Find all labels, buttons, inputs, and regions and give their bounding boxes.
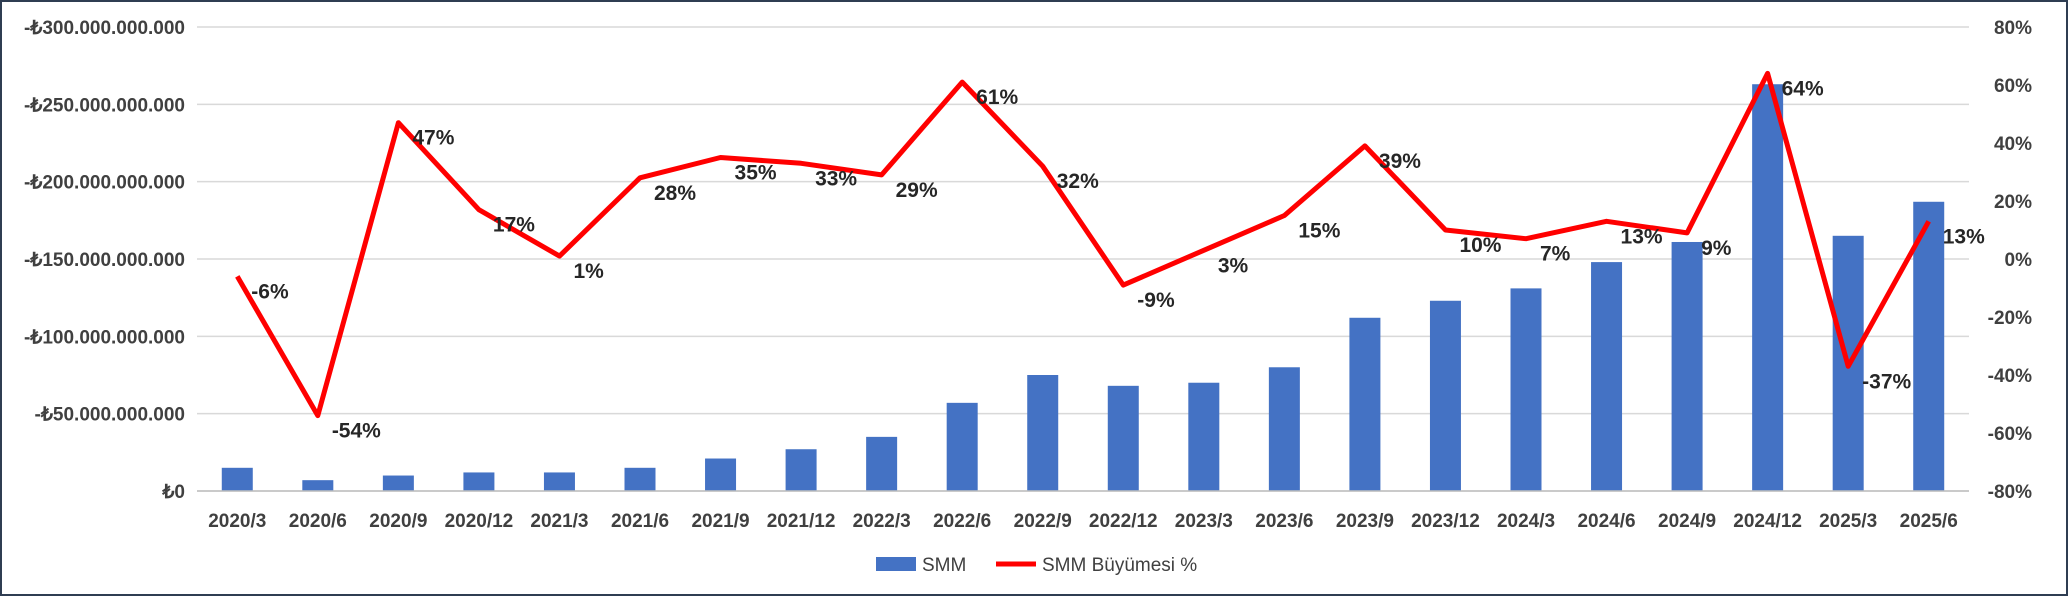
- growth-data-label: -6%: [251, 280, 289, 303]
- growth-data-label: 35%: [735, 162, 777, 185]
- legend: SMM SMM Büyümesi %: [876, 555, 1197, 576]
- bar: [1027, 375, 1059, 491]
- line-data-labels: -6% -54% 47% 17% 1% 28% 35% 33% 29% 61% 32% -9% 3% 15…: [251, 77, 1985, 442]
- right-tick-label: 40%: [1994, 134, 2032, 155]
- growth-data-label: 3%: [1218, 254, 1249, 277]
- right-tick-label: 20%: [1994, 192, 2032, 213]
- x-tick-label: 2020/6: [289, 511, 347, 532]
- growth-data-label: 10%: [1459, 234, 1501, 257]
- x-tick-label: 2020/9: [369, 511, 427, 532]
- growth-data-label: 13%: [1621, 225, 1663, 248]
- x-tick-label: 2022/12: [1089, 511, 1158, 532]
- growth-data-label: -37%: [1862, 370, 1911, 393]
- bar: [302, 480, 334, 491]
- growth-data-label: 7%: [1540, 243, 1571, 266]
- bar: [1349, 317, 1381, 491]
- bar: [624, 467, 656, 491]
- left-tick-label: -₺100.000.000.000: [24, 327, 185, 348]
- legend-label-growth: SMM Büyümesi %: [1042, 555, 1197, 576]
- growth-data-label: 13%: [1943, 225, 1985, 248]
- growth-data-label: -9%: [1137, 289, 1175, 312]
- left-tick-label: -₺250.000.000.000: [24, 95, 185, 116]
- growth-data-label: 39%: [1379, 150, 1421, 173]
- bar: [1591, 262, 1623, 491]
- x-tick-label: 2024/12: [1733, 511, 1802, 532]
- right-tick-label: -40%: [1988, 366, 2032, 387]
- left-tick-label: -₺300.000.000.000: [24, 18, 185, 39]
- left-tick-label: -₺200.000.000.000: [24, 173, 185, 194]
- bar: [1188, 382, 1220, 491]
- x-tick-label: 2024/9: [1658, 511, 1716, 532]
- x-tick-label: 2024/3: [1497, 511, 1555, 532]
- x-tick-label: 2025/3: [1819, 511, 1877, 532]
- growth-data-label: 29%: [896, 179, 938, 202]
- bar: [543, 472, 575, 491]
- gridlines: [197, 26, 1969, 492]
- growth-data-label: 64%: [1782, 77, 1824, 100]
- growth-data-label: 47%: [412, 127, 454, 150]
- bar: [705, 458, 737, 491]
- right-axis: -80% -60% -40% -20% 0% 20% 40% 60% 80%: [1988, 18, 2032, 503]
- growth-data-label: 32%: [1057, 170, 1099, 193]
- x-tick-label: 2020/12: [445, 511, 514, 532]
- legend-label-smm: SMM: [922, 555, 966, 576]
- x-tick-label: 2021/3: [530, 511, 588, 532]
- x-tick-label: 2023/6: [1255, 511, 1313, 532]
- left-tick-label: -₺50.000.000.000: [35, 405, 186, 426]
- bar: [1268, 367, 1300, 491]
- growth-data-label: 15%: [1298, 220, 1340, 243]
- x-tick-label: 2022/6: [933, 511, 991, 532]
- bar-series-smm: [221, 84, 1945, 492]
- growth-line: [235, 70, 1931, 419]
- x-axis: 2020/3 2020/6 2020/9 2020/12 2021/3 2021/6 202…: [197, 490, 1969, 532]
- bar: [1107, 385, 1139, 491]
- growth-data-label: 28%: [654, 182, 696, 205]
- bar: [1752, 84, 1784, 491]
- bar: [1913, 201, 1945, 492]
- x-tick-label: 2022/3: [853, 511, 911, 532]
- growth-data-label: -54%: [332, 420, 381, 443]
- x-tick-label: 2025/6: [1900, 511, 1958, 532]
- bar: [221, 467, 253, 491]
- x-tick-label: 2021/9: [691, 511, 749, 532]
- left-axis: ₺0 -₺50.000.000.000 -₺100.000.000.000 -₺150…: [24, 18, 185, 503]
- bar: [946, 402, 978, 491]
- growth-data-label: 17%: [493, 214, 535, 237]
- right-tick-label: -60%: [1988, 424, 2032, 445]
- x-tick-label: 2021/12: [767, 511, 836, 532]
- left-tick-label: ₺0: [161, 482, 185, 503]
- right-tick-label: -80%: [1988, 482, 2032, 503]
- growth-data-label: 9%: [1701, 237, 1732, 260]
- bar: [382, 475, 414, 491]
- bar: [1510, 288, 1542, 491]
- x-tick-label: 2020/3: [208, 511, 266, 532]
- bar: [1429, 300, 1461, 491]
- right-tick-label: 0%: [2005, 250, 2033, 271]
- bar: [1671, 241, 1703, 491]
- bar: [463, 472, 495, 491]
- right-tick-label: 60%: [1994, 76, 2032, 97]
- x-tick-label: 2021/6: [611, 511, 669, 532]
- growth-data-label: 1%: [573, 260, 604, 283]
- growth-data-label: 33%: [815, 167, 857, 190]
- line-series-growth: [235, 70, 1931, 419]
- bar: [866, 436, 898, 491]
- x-tick-label: 2023/12: [1411, 511, 1480, 532]
- legend-swatch-smm: [876, 557, 916, 571]
- growth-data-label: 61%: [976, 86, 1018, 109]
- bar: [785, 449, 817, 491]
- right-tick-label: -20%: [1988, 308, 2032, 329]
- x-tick-label: 2024/6: [1577, 511, 1635, 532]
- right-tick-label: 80%: [1994, 18, 2032, 39]
- x-tick-label: 2023/3: [1175, 511, 1233, 532]
- x-tick-label: 2023/9: [1336, 511, 1394, 532]
- left-tick-label: -₺150.000.000.000: [24, 250, 185, 271]
- x-tick-label: 2022/9: [1014, 511, 1072, 532]
